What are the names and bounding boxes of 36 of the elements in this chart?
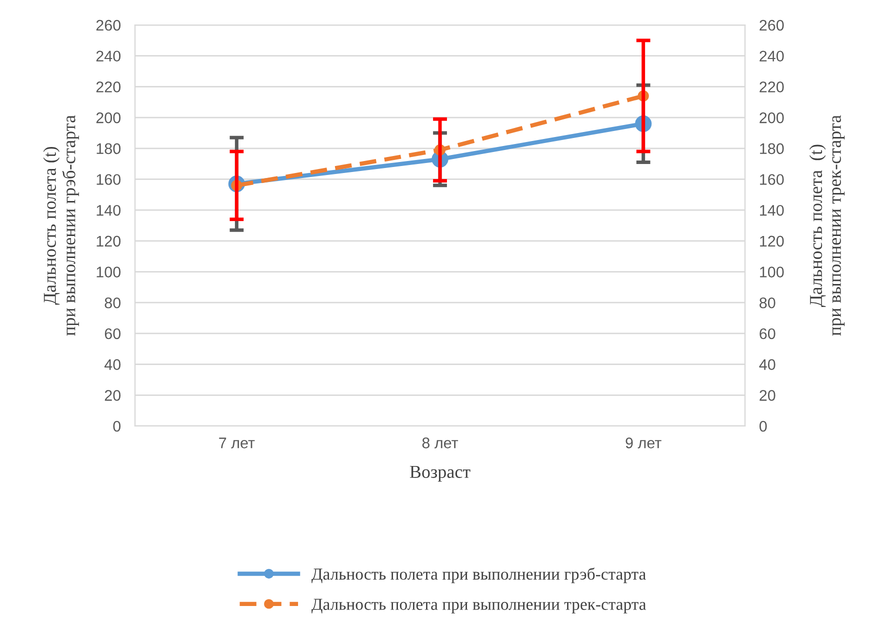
x-tick-label: 7 лет [219, 438, 255, 448]
legend-label: Дальность полета при выполнении трек-старта [312, 598, 646, 614]
y-tick-label: 240 [96, 50, 121, 62]
y2-tick-label: 60 [760, 328, 776, 340]
y2-tick-label: 120 [760, 236, 784, 247]
y2-tick-label: 180 [760, 143, 784, 154]
y-tick-label: 200 [96, 112, 121, 124]
y2-tick-label: 100 [760, 266, 784, 278]
y2-tick-label: 220 [760, 82, 784, 92]
x-tick-label: 9 лет [626, 438, 662, 448]
y-tick-label: 180 [96, 143, 121, 154]
y2-axis-title: Дальность полета (t) при выполнении трек-старта [809, 115, 845, 336]
x-axis-title: Возраст [410, 466, 470, 482]
legend-label: Дальность полета при выполнении грэб-старта [312, 568, 646, 584]
y2-tick-label: 200 [760, 112, 784, 124]
y-tick-label: 80 [104, 297, 121, 308]
y-tick-label: 60 [104, 328, 121, 340]
y2-tick-label: 160 [760, 174, 784, 185]
x-tick-label: 8 лет [422, 438, 458, 448]
y2-tick-label: 240 [760, 50, 784, 62]
y2-tick-label: 140 [760, 204, 784, 216]
y-tick-label: 220 [96, 82, 121, 92]
y2-tick-label: 0 [759, 420, 767, 432]
y-tick-label: 0 [113, 420, 121, 432]
y-axis-title: Дальность полета (t) при выполнении грэб-старта [43, 115, 79, 336]
y2-tick-label: 80 [760, 297, 776, 308]
y-tick-label: 140 [96, 204, 121, 216]
y-tick-label: 120 [96, 236, 121, 247]
y-tick-label: 260 [96, 20, 121, 31]
y-tick-label: 40 [104, 359, 121, 370]
y-tick-label: 20 [104, 390, 121, 401]
y2-tick-label: 20 [760, 390, 776, 401]
y-tick-label: 100 [96, 266, 121, 278]
y2-tick-label: 260 [760, 20, 784, 31]
y2-tick-label: 40 [759, 359, 776, 370]
y-tick-label: 160 [96, 174, 121, 185]
